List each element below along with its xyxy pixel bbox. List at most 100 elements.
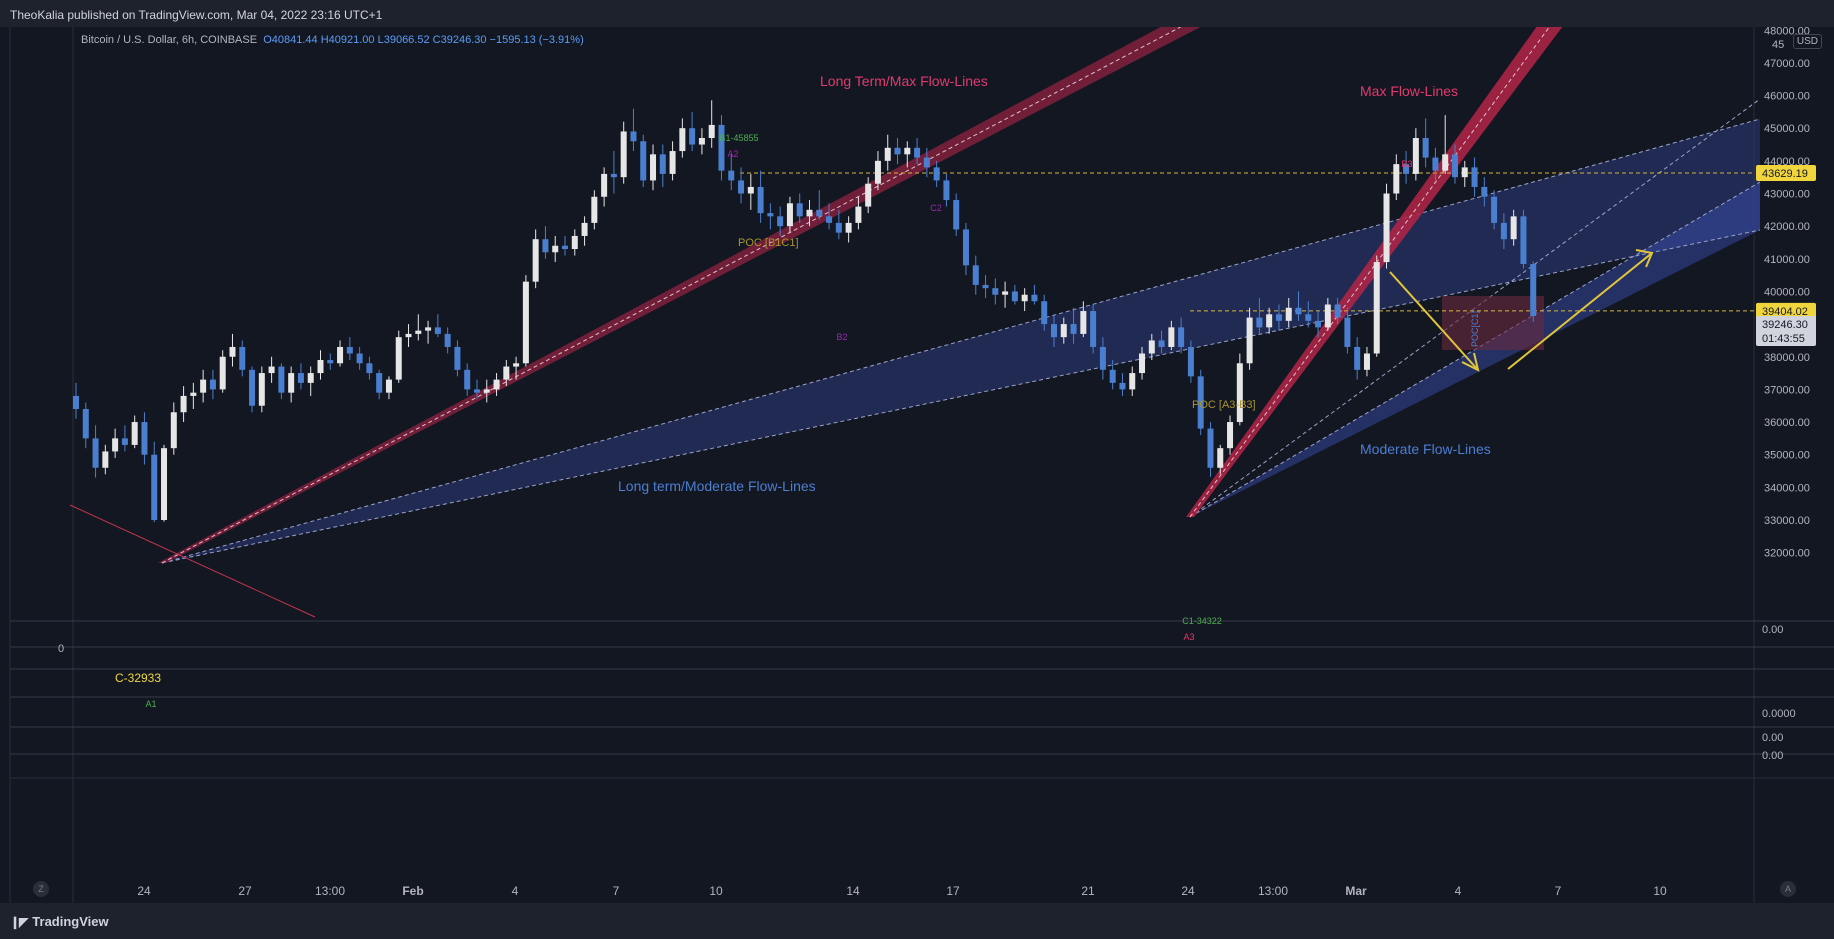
candle [1207,422,1214,477]
candle [1315,311,1322,338]
long-term-max-channel [158,22,1210,563]
zoom-button[interactable]: Z [33,881,49,897]
candle [747,173,754,210]
currency-button[interactable]: USD [1792,34,1822,49]
candle [1510,209,1517,246]
trend-line [69,504,316,618]
candle [229,333,236,367]
symbol-legend: Bitcoin / U.S. Dollar, 6h, COINBASE O408… [81,34,584,46]
tradingview-logo-icon: ❙◤ [10,914,28,929]
auto-scale-button[interactable]: A [1780,881,1796,897]
legend-symbol: Bitcoin / U.S. Dollar, 6h, COINBASE [81,34,258,46]
price-tick: 38000.00 [1764,352,1810,364]
candle [1051,314,1057,347]
pane-left-zero: 0 [58,643,64,655]
price-tick-partial: 45 [1772,39,1784,51]
candle [1324,297,1331,331]
chart-area[interactable]: Long Term/Max Flow-Lines Max Flow-Lines Lo… [0,21,1834,903]
candle [1187,340,1194,383]
candle [1070,307,1077,344]
candle [1471,157,1478,197]
flow-line [161,21,1191,564]
price-tick: 46000.00 [1764,91,1810,103]
candle [1451,144,1458,184]
time-tick: 7 [613,884,620,898]
label-c2: C2 [930,203,942,213]
time-tick: 14 [846,884,860,898]
candle [874,151,881,191]
candle [1021,288,1028,312]
pane-value: 0.0000 [1762,708,1796,720]
down-arrow-head [1461,352,1480,372]
brand-name: TradingView [32,914,109,929]
time-tick: 27 [238,884,252,898]
candle [1090,304,1097,354]
price-label-poc-a3b3: 39404.02 [1756,302,1816,319]
candle [552,235,559,263]
pane-value: 0.00 [1762,732,1783,744]
candle [434,314,441,338]
candle [571,229,578,256]
candle [1403,151,1410,184]
candle [1099,337,1106,380]
candle [1354,337,1361,380]
time-tick: 24 [1181,884,1195,898]
candle [659,144,666,187]
candle [376,369,383,400]
candle [601,167,608,207]
candle [591,190,598,230]
candle [962,222,969,276]
candle [513,356,520,380]
label-moderate: Moderate Flow-Lines [1360,441,1491,457]
candle [992,278,999,305]
candle [1422,118,1429,168]
candle [522,275,529,367]
candle [816,190,823,220]
tradingview-logo[interactable]: ❙◤ TradingView [10,914,109,929]
candle [689,111,696,152]
candle [708,100,715,148]
candle [1197,369,1204,436]
time-tick: 24 [137,884,151,898]
candle [219,350,226,393]
candle [620,121,627,184]
time-tick: 10 [1653,884,1667,898]
flow-line [161,229,1761,564]
candle [943,173,950,207]
candle [239,340,246,377]
candle [141,412,148,465]
time-tick: 4 [512,884,519,898]
candle [581,216,588,246]
candle [180,386,187,423]
candle [982,275,989,298]
candle [1432,147,1439,181]
candle [884,134,891,171]
price-tick: 32000.00 [1764,548,1810,560]
up-arrow-line [1507,252,1653,370]
candle [1011,284,1018,305]
candle [1530,261,1537,322]
candle [1344,307,1351,354]
price-tick: 41000.00 [1764,254,1810,266]
candle [483,379,490,403]
candle [532,229,539,289]
candle [415,314,422,341]
time-tick: 10 [709,884,723,898]
time-tick: 21 [1081,884,1095,898]
legend-close: C39246.30 [432,34,487,46]
candle [444,327,451,354]
chart-svg[interactable]: Long Term/Max Flow-Lines Max Flow-Lines Lo… [0,21,1834,903]
candle [835,209,842,240]
candle [1266,307,1273,334]
price-tick: 40000.00 [1764,286,1810,298]
price-tick: 36000.00 [1764,417,1810,429]
price-tick: 33000.00 [1764,515,1810,527]
candle [1295,291,1302,321]
price-label-last: 39246.30 01:43:55 [1756,316,1816,347]
price-tick: 37000.00 [1764,384,1810,396]
label-long-term-moderate: Long term/Moderate Flow-Lines [618,478,816,494]
candle [356,346,363,370]
candle [914,137,921,165]
candle [1031,284,1038,305]
